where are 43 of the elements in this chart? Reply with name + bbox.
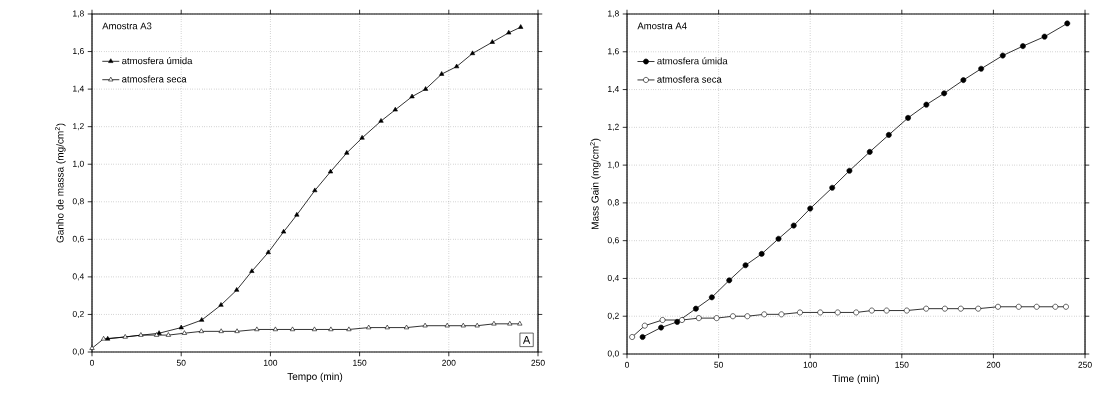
y-tick-label: 0,0	[72, 348, 84, 356]
y-tick-label: 0,8	[72, 198, 84, 206]
text: Amostra A4	[637, 22, 687, 30]
x-tick-label: 0	[624, 361, 630, 368]
x-axis-title: Tempo (min)	[287, 372, 343, 382]
y-tick-label: 0,2	[607, 312, 619, 320]
x-tick-label: 250	[1078, 361, 1092, 368]
legend-label: atmosfera úmida	[122, 57, 193, 65]
y-tick-label: 1,6	[73, 48, 84, 56]
x-tick-label: 100	[263, 359, 278, 366]
x-tick-label: 150	[353, 359, 367, 366]
legend-label: atmosfera seca	[657, 75, 722, 83]
y-tick-label: 1,8	[608, 10, 619, 18]
y-axis-title: Ganho de massa (mg/cm$^{2}$)	[55, 123, 66, 243]
y-tick-label: 0,4	[72, 273, 84, 281]
legend-label: atmosfera úmida	[657, 57, 728, 65]
y-tick-label: 1,0	[608, 161, 619, 169]
y-axis-title: Mass Gain (mg/cm$^{2}$)	[590, 138, 601, 229]
x-tick-label: 0	[89, 359, 95, 366]
y-tick-label: 0,6	[72, 235, 84, 243]
annotation: A	[522, 336, 531, 344]
x-tick-label: 200	[442, 359, 456, 366]
y-tick-label: 1,6	[608, 48, 619, 56]
y-tick-label: 0,0	[607, 350, 619, 358]
y-tick-label: 1,4	[608, 86, 619, 94]
y-tick-label: 1,8	[73, 10, 84, 18]
x-tick-label: 250	[531, 359, 545, 366]
x-tick-label: 100	[803, 361, 817, 368]
y-tick-label: 1,2	[73, 123, 84, 131]
x-axis-title: Time (min)	[832, 374, 880, 384]
y-tick-label: 1,2	[608, 123, 619, 131]
legend-label: atmosfera seca	[122, 75, 187, 83]
y-tick-label: 1,0	[73, 160, 84, 168]
y-tick-label: 0,8	[607, 199, 619, 207]
text: Amostra A3	[102, 22, 152, 30]
x-tick-label: 200	[986, 361, 1001, 368]
x-tick-label: 50	[176, 359, 186, 366]
x-tick-label: 50	[714, 361, 723, 368]
x-tick-label: 150	[895, 361, 909, 368]
y-tick-label: 0,6	[607, 237, 619, 245]
y-tick-label: 1,4	[73, 85, 84, 93]
y-tick-label: 0,4	[607, 274, 619, 282]
y-tick-label: 0,2	[72, 310, 84, 318]
